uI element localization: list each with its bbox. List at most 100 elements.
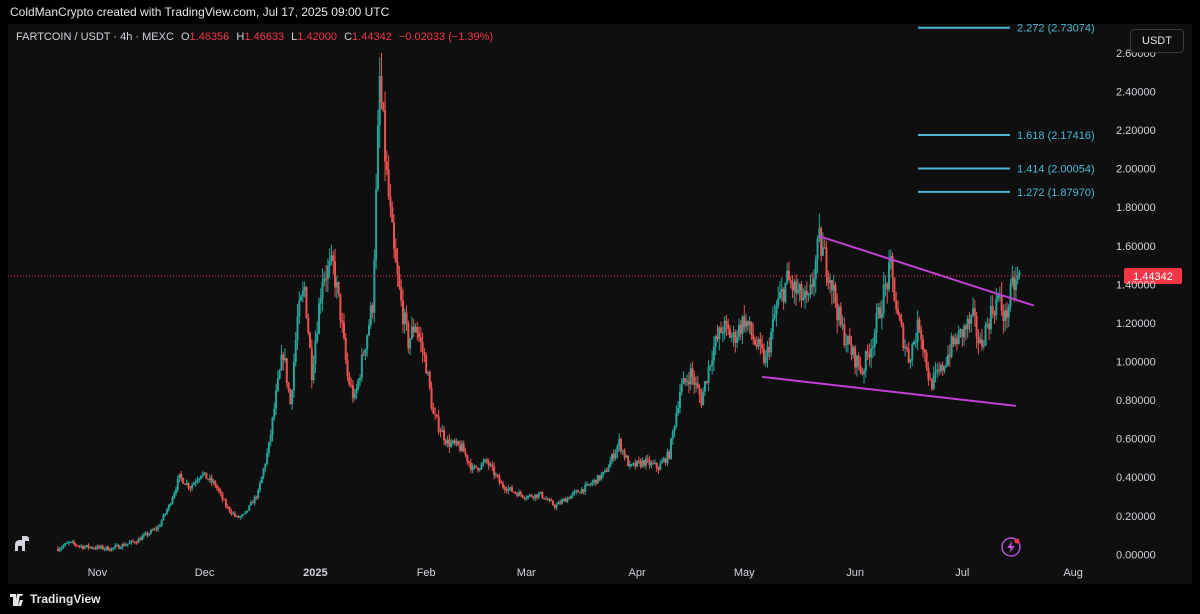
candle xyxy=(487,458,490,470)
candle xyxy=(244,510,247,515)
candle xyxy=(309,331,312,349)
candle xyxy=(250,500,253,506)
candle xyxy=(934,362,937,383)
candle xyxy=(430,381,433,411)
candle xyxy=(825,241,828,286)
candle xyxy=(221,491,224,503)
candle xyxy=(779,280,782,300)
candle xyxy=(970,314,973,333)
candle xyxy=(439,427,442,438)
trendline[interactable] xyxy=(762,375,1017,407)
candle xyxy=(764,350,767,367)
candle xyxy=(623,448,626,461)
candle xyxy=(503,485,506,494)
candle xyxy=(312,355,315,384)
candle xyxy=(83,545,86,550)
candle xyxy=(846,335,849,353)
candle xyxy=(680,378,683,396)
candle xyxy=(273,402,276,421)
candle xyxy=(507,485,510,495)
candle xyxy=(964,323,967,341)
candle xyxy=(164,513,167,517)
candle xyxy=(64,542,67,547)
candle xyxy=(993,310,996,324)
candle xyxy=(677,400,680,417)
candle xyxy=(621,449,624,455)
candle xyxy=(657,466,660,475)
candle xyxy=(108,547,111,552)
candle xyxy=(780,277,783,302)
candle xyxy=(246,510,249,513)
footer-brand: TradingView xyxy=(30,592,101,606)
currency-button[interactable]: USDT xyxy=(1130,29,1184,53)
candle xyxy=(418,326,421,343)
candle xyxy=(684,377,687,386)
candle xyxy=(425,352,428,374)
candle xyxy=(721,326,724,342)
candle xyxy=(450,438,453,448)
candle xyxy=(943,365,946,374)
candle xyxy=(703,380,706,396)
candle xyxy=(466,454,469,465)
candle xyxy=(627,454,630,467)
candle xyxy=(891,252,894,293)
candle xyxy=(707,359,710,392)
candle xyxy=(580,486,583,494)
candle xyxy=(880,299,883,330)
symbol-label[interactable]: FARTCOIN / USDT · 4h · MEXC xyxy=(16,31,174,43)
candle xyxy=(773,304,776,322)
candle xyxy=(836,293,839,334)
time-axis[interactable]: Nov Dec 2025 Feb Mar Apr May Jun Jul Aug xyxy=(88,567,1083,579)
candle xyxy=(146,531,149,538)
candle xyxy=(494,472,497,479)
candle xyxy=(414,323,417,333)
candle xyxy=(373,249,376,323)
candle xyxy=(838,304,840,326)
candle xyxy=(269,429,272,447)
fib-level-label: 1.618 (2.17416) xyxy=(1017,130,1095,142)
candle xyxy=(805,281,808,303)
price-axis[interactable]: 0.00000 0.20000 0.40000 0.60000 0.80000 1.000… xyxy=(1116,48,1156,561)
candle xyxy=(586,481,589,487)
candle xyxy=(812,269,815,297)
candle xyxy=(888,250,891,293)
candle xyxy=(866,344,869,361)
candle xyxy=(157,524,160,532)
candle xyxy=(319,288,322,315)
lightning-icon[interactable] xyxy=(1000,536,1022,563)
candle xyxy=(916,310,919,351)
candle xyxy=(258,480,261,493)
candle xyxy=(208,474,211,483)
candle xyxy=(69,541,72,544)
candle xyxy=(1007,303,1010,328)
candle xyxy=(316,321,319,344)
candle xyxy=(537,491,540,500)
candle xyxy=(148,532,151,537)
candle xyxy=(62,543,65,550)
candle xyxy=(326,258,329,293)
candle xyxy=(666,448,669,467)
candle xyxy=(737,318,740,341)
candle xyxy=(561,497,563,505)
candle xyxy=(505,486,508,494)
candle xyxy=(96,544,99,551)
candlestick-chart[interactable]: 2.272 (2.73074) 1.618 (2.17416) 1.414 (2.0… xyxy=(8,24,1192,584)
candle xyxy=(611,452,614,465)
candle xyxy=(135,540,138,545)
tradingview-corner-icon[interactable] xyxy=(12,532,34,559)
candle xyxy=(205,472,208,480)
chart-panel[interactable]: 2.272 (2.73074) 1.618 (2.17416) 1.414 (2.0… xyxy=(8,24,1192,584)
candle xyxy=(289,388,292,405)
trendline[interactable] xyxy=(819,235,1035,307)
y-tick-label: 2.40000 xyxy=(1116,87,1156,99)
candle xyxy=(695,376,698,393)
candle xyxy=(559,499,562,506)
candle xyxy=(852,345,855,359)
candle xyxy=(736,329,739,349)
tradingview-logo[interactable]: TradingView xyxy=(10,592,100,606)
candle xyxy=(728,325,731,339)
candle xyxy=(251,500,254,504)
candle xyxy=(266,448,269,466)
low-label: L xyxy=(291,31,298,43)
candle xyxy=(1002,304,1005,334)
